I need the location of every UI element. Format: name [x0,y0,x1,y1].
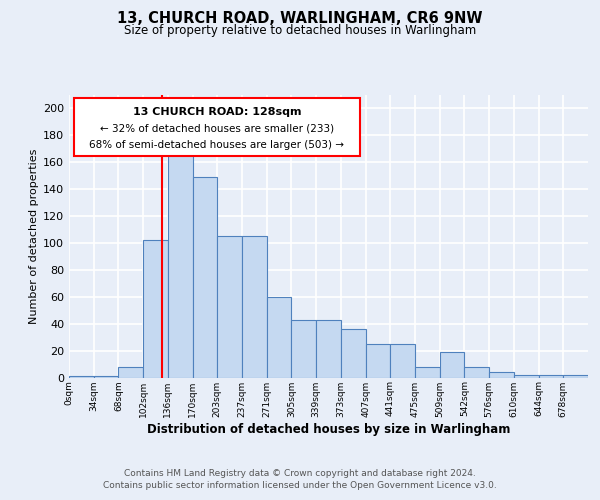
Text: Size of property relative to detached houses in Warlingham: Size of property relative to detached ho… [124,24,476,37]
Bar [94,376,118,378]
Bar [69,376,94,378]
Bar [316,320,341,378]
Bar [118,366,143,378]
Bar [440,352,464,378]
Bar [267,297,292,378]
Bar [193,177,217,378]
Bar [365,344,390,378]
Bar [390,344,415,378]
Bar [168,152,193,378]
Text: 13, CHURCH ROAD, WARLINGHAM, CR6 9NW: 13, CHURCH ROAD, WARLINGHAM, CR6 9NW [117,11,483,26]
Bar [292,320,316,378]
Bar [217,236,242,378]
Bar [415,366,440,378]
Text: 13 CHURCH ROAD: 128sqm: 13 CHURCH ROAD: 128sqm [133,106,301,117]
Bar [341,329,365,378]
Bar [563,375,588,378]
Bar [242,236,267,378]
Text: Contains HM Land Registry data © Crown copyright and database right 2024.: Contains HM Land Registry data © Crown c… [124,469,476,478]
Text: Distribution of detached houses by size in Warlingham: Distribution of detached houses by size … [147,422,511,436]
Bar [464,366,489,378]
Text: ← 32% of detached houses are smaller (233): ← 32% of detached houses are smaller (23… [100,124,334,134]
Text: 68% of semi-detached houses are larger (503) →: 68% of semi-detached houses are larger (… [89,140,344,150]
Y-axis label: Number of detached properties: Number of detached properties [29,148,39,324]
Bar [489,372,514,378]
Bar [539,375,563,378]
Bar [514,375,539,378]
Bar [143,240,168,378]
Text: Contains public sector information licensed under the Open Government Licence v3: Contains public sector information licen… [103,481,497,490]
